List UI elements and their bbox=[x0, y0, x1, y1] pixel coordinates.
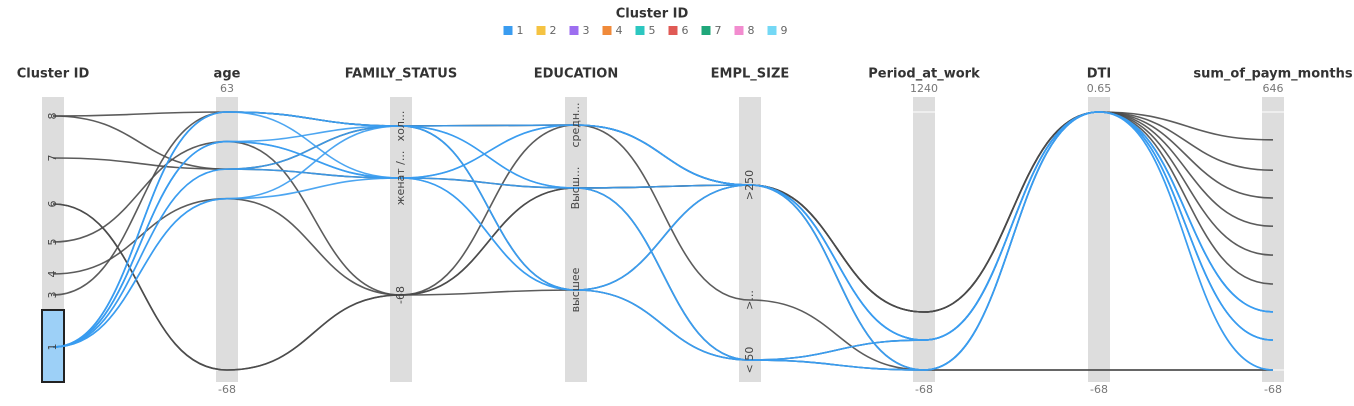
tick-label: 646 bbox=[1263, 82, 1284, 95]
category-label: Высш... bbox=[569, 167, 582, 210]
legend-label: 6 bbox=[682, 24, 689, 37]
axis-bar bbox=[1088, 97, 1110, 382]
category-label: 6 bbox=[46, 201, 59, 208]
axis-title: FAMILY_STATUS bbox=[345, 67, 457, 82]
tick-label: 63 bbox=[220, 82, 234, 95]
legend-swatch bbox=[734, 26, 744, 35]
tick-label: 0.65 bbox=[1087, 82, 1112, 95]
legend-swatch bbox=[635, 26, 645, 35]
axis-title: DTI bbox=[1087, 67, 1112, 82]
category-label: женат /... bbox=[394, 151, 407, 206]
category-label: средн... bbox=[569, 102, 582, 147]
legend-label: 7 bbox=[715, 24, 722, 37]
legend-label: 5 bbox=[649, 24, 656, 37]
category-label: < 50 bbox=[743, 347, 756, 374]
lines bbox=[52, 111, 1274, 371]
axis-bar bbox=[216, 97, 238, 382]
tick-label: -68 bbox=[1090, 383, 1108, 396]
axis-title: Period_at_work bbox=[868, 67, 980, 82]
legend-swatch bbox=[602, 26, 612, 35]
category-label: 3 bbox=[46, 292, 59, 299]
category-label: 5 bbox=[46, 239, 59, 246]
legend-swatch bbox=[668, 26, 678, 35]
legend-label: 8 bbox=[748, 24, 755, 37]
axis-title: Cluster ID bbox=[17, 67, 90, 82]
tick-label: 1240 bbox=[910, 82, 938, 95]
legend-swatch bbox=[701, 26, 711, 35]
category-label: 1 bbox=[46, 344, 59, 351]
legend-label: 4 bbox=[616, 24, 623, 37]
axis-title: age bbox=[214, 67, 241, 82]
axis-title: EDUCATION bbox=[534, 67, 618, 82]
axis-title: EMPL_SIZE bbox=[711, 67, 790, 82]
legend-swatch bbox=[536, 26, 546, 35]
category-label: 7 bbox=[46, 155, 59, 162]
axis-bar bbox=[913, 97, 935, 382]
legend-title: Cluster ID bbox=[616, 7, 689, 22]
category-label: 8 bbox=[46, 113, 59, 120]
tick-label: -68 bbox=[1264, 383, 1282, 396]
axis-bar bbox=[565, 97, 587, 382]
category-label: высшее bbox=[569, 267, 582, 312]
legend-swatch bbox=[569, 26, 579, 35]
axis-bar bbox=[390, 97, 412, 382]
category-label: >... bbox=[743, 290, 756, 310]
category-label: -68 bbox=[394, 286, 407, 304]
legend-label: 9 bbox=[781, 24, 788, 37]
legend-label: 2 bbox=[550, 24, 557, 37]
tick-label: -68 bbox=[218, 383, 236, 396]
axis-title: sum_of_paym_months bbox=[1193, 67, 1353, 82]
tick-label: -68 bbox=[915, 383, 933, 396]
legend-label: 3 bbox=[583, 24, 590, 37]
category-label: хол... bbox=[394, 111, 407, 142]
category-label: 4 bbox=[46, 271, 59, 278]
data-line bbox=[52, 111, 1274, 348]
axis-bar bbox=[739, 97, 761, 382]
legend-swatch bbox=[767, 26, 777, 35]
category-label: >250 bbox=[743, 170, 756, 200]
legend-swatch bbox=[503, 26, 513, 35]
legend-label: 1 bbox=[517, 24, 524, 37]
